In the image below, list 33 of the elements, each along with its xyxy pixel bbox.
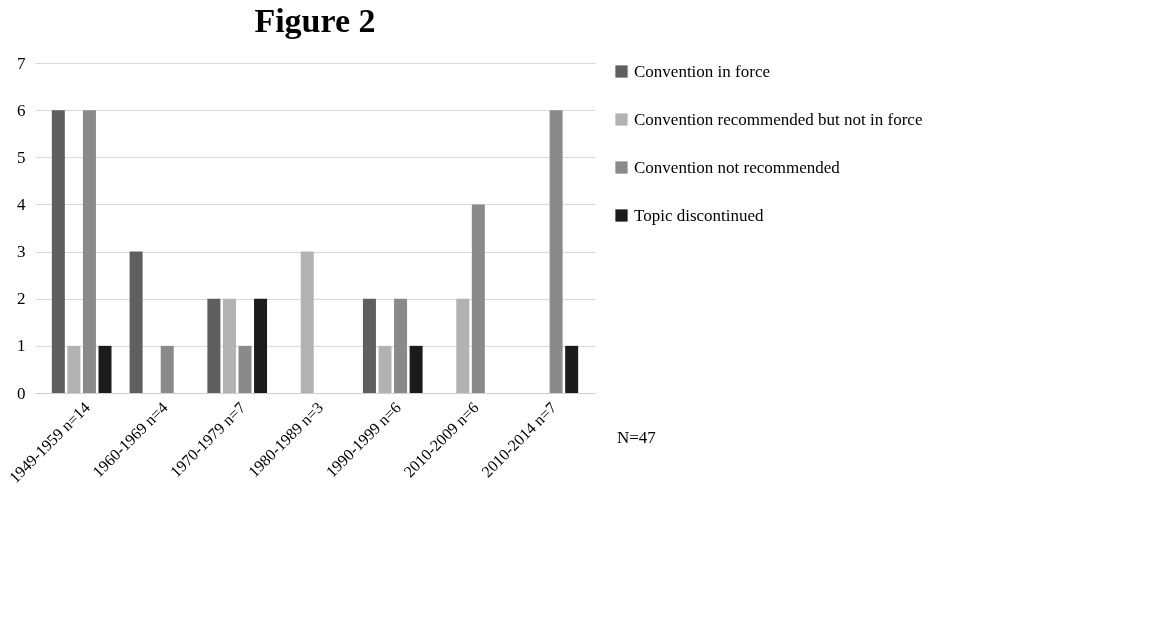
bar [565,345,579,393]
y-tick-label: 3 [17,242,26,262]
y-tick-label: 7 [17,53,26,73]
y-tick-label: 0 [17,383,26,403]
bar [409,345,423,393]
chart-title: Figure 2 [254,2,376,39]
legend-label: Convention recommended but not in force [634,109,923,129]
y-tick-label: 6 [17,100,26,120]
bar [67,345,81,393]
bar [378,345,392,393]
bar [471,204,485,393]
y-tick-label: 1 [17,336,26,356]
bar [238,345,252,393]
bar [51,110,65,393]
bar [362,298,376,393]
bar [129,251,143,393]
bar [549,110,563,393]
y-tick-label: 2 [17,289,26,309]
legend-label: Topic discontinued [634,205,765,225]
legend-label: Convention in force [634,61,770,81]
bar [222,298,236,393]
bar [160,345,174,393]
bar [98,345,112,393]
text: N=47 [617,428,657,447]
bar [207,298,221,393]
y-tick-label: 5 [17,147,26,167]
bar [394,298,408,393]
y-tick-label: 4 [17,194,26,214]
bar [456,298,470,393]
legend-label: Convention not recommended [634,157,841,177]
bar [300,251,314,393]
bar [82,110,96,393]
bar [254,298,268,393]
